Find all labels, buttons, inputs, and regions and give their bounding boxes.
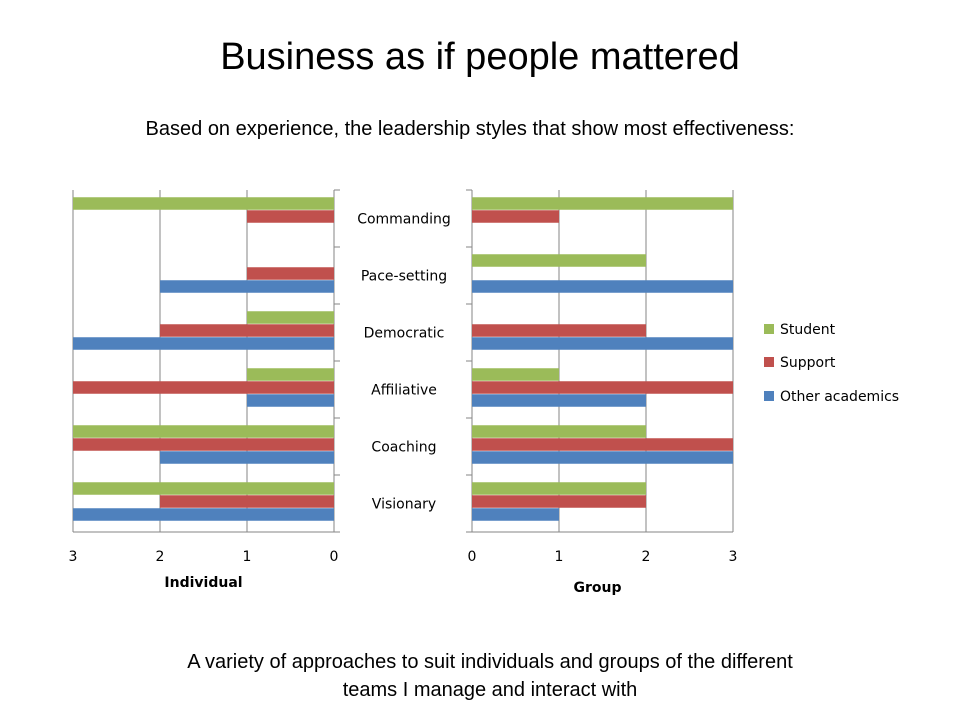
- group-bar-other-academics-pace-setting: [472, 280, 733, 293]
- group-bar-student-visionary: [472, 482, 646, 495]
- category-label-pace-setting: Pace-setting: [361, 269, 447, 285]
- group-bar-other-academics-visionary: [472, 508, 559, 521]
- group-bar-support-coaching: [472, 438, 733, 451]
- individual-bar-other-academics-democratic: [73, 337, 334, 350]
- individual-tick-label: 1: [243, 549, 252, 565]
- individual-bar-other-academics-visionary: [73, 508, 334, 521]
- individual-tick-label: 2: [156, 549, 165, 565]
- individual-bar-student-commanding: [73, 197, 334, 210]
- category-label-democratic: Democratic: [364, 326, 445, 342]
- category-label-visionary: Visionary: [372, 497, 436, 513]
- group-bar-support-democratic: [472, 324, 646, 337]
- legend-label-student: Student: [780, 322, 836, 338]
- individual-bar-support-coaching: [73, 438, 334, 451]
- individual-bar-support-pace-setting: [247, 267, 334, 280]
- legend-label-other-academics: Other academics: [780, 389, 899, 405]
- individual-bar-other-academics-affiliative: [247, 394, 334, 407]
- group-bar-other-academics-democratic: [472, 337, 733, 350]
- individual-bar-other-academics-coaching: [160, 451, 334, 464]
- group-bar-other-academics-affiliative: [472, 394, 646, 407]
- individual-bar-other-academics-pace-setting: [160, 280, 334, 293]
- individual-tick-label: 3: [69, 549, 78, 565]
- group-bar-other-academics-coaching: [472, 451, 733, 464]
- group-axis-title: Group: [573, 580, 621, 596]
- footer-text: A variety of approaches to suit individu…: [120, 648, 860, 704]
- footer-line-1: A variety of approaches to suit individu…: [187, 651, 793, 673]
- individual-bar-student-visionary: [73, 482, 334, 495]
- group-tick-label: 2: [642, 549, 651, 565]
- legend-label-support: Support: [780, 355, 836, 371]
- group-bar-support-affiliative: [472, 381, 733, 394]
- group-tick-label: 1: [555, 549, 564, 565]
- group-bar-support-commanding: [472, 210, 559, 223]
- legend-swatch-support: [764, 357, 774, 367]
- legend-swatch-student: [764, 324, 774, 334]
- group-bar-student-coaching: [472, 425, 646, 438]
- individual-tick-label: 0: [330, 549, 339, 565]
- individual-bar-support-affiliative: [73, 381, 334, 394]
- page-title: Business as if people mattered: [220, 36, 740, 78]
- category-label-commanding: Commanding: [357, 212, 451, 228]
- individual-bar-support-democratic: [160, 324, 334, 337]
- individual-axis-title: Individual: [164, 575, 242, 591]
- legend-swatch-other-academics: [764, 391, 774, 401]
- group-bar-support-visionary: [472, 495, 646, 508]
- individual-bar-student-democratic: [247, 311, 334, 324]
- category-label-coaching: Coaching: [371, 440, 436, 456]
- group-bar-student-pace-setting: [472, 254, 646, 267]
- individual-bar-student-coaching: [73, 425, 334, 438]
- page-subtitle: Based on experience, the leadership styl…: [145, 118, 795, 140]
- individual-bar-support-commanding: [247, 210, 334, 223]
- category-label-affiliative: Affiliative: [371, 383, 437, 399]
- individual-bar-student-affiliative: [247, 368, 334, 381]
- group-tick-label: 0: [468, 549, 477, 565]
- group-tick-label: 3: [729, 549, 738, 565]
- group-bar-student-affiliative: [472, 368, 559, 381]
- individual-bar-support-visionary: [160, 495, 334, 508]
- footer-line-2: teams I manage and interact with: [342, 679, 638, 701]
- group-bar-student-commanding: [472, 197, 733, 210]
